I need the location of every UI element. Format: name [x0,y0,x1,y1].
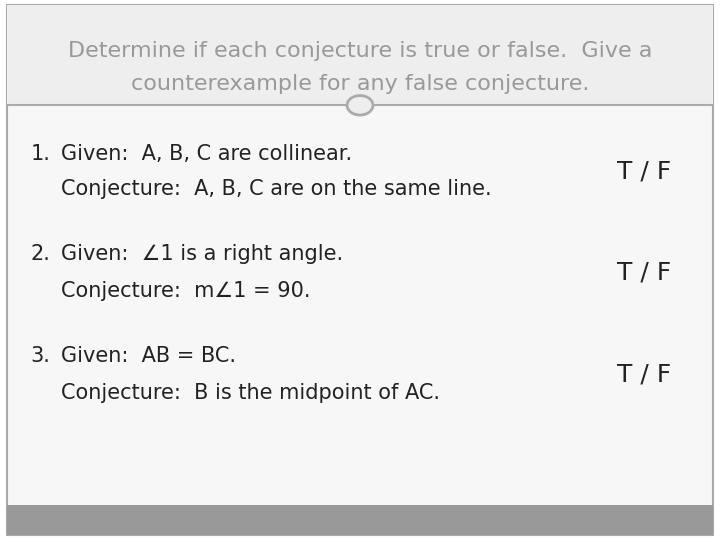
Circle shape [347,96,373,115]
Text: 2.: 2. [30,244,50,264]
Text: Conjecture:  A, B, C are on the same line.: Conjecture: A, B, C are on the same line… [61,179,492,199]
FancyBboxPatch shape [7,5,713,105]
Text: 1.: 1. [30,144,50,164]
Text: counterexample for any false conjecture.: counterexample for any false conjecture. [131,73,589,94]
Text: Given:  ∠1 is a right angle.: Given: ∠1 is a right angle. [61,244,343,264]
Text: 3.: 3. [30,346,50,367]
Text: T / F: T / F [617,260,672,284]
FancyBboxPatch shape [7,505,713,535]
FancyBboxPatch shape [7,5,713,535]
Text: Conjecture:  m∠1 = 90.: Conjecture: m∠1 = 90. [61,280,311,301]
Text: Given:  A, B, C are collinear.: Given: A, B, C are collinear. [61,144,352,164]
Text: T / F: T / F [617,159,672,184]
Text: Given:  AB = BC.: Given: AB = BC. [61,346,236,367]
Text: Conjecture:  B is the midpoint of AC.: Conjecture: B is the midpoint of AC. [61,383,440,403]
Text: Determine if each conjecture is true or false.  Give a: Determine if each conjecture is true or … [68,41,652,62]
Text: T / F: T / F [617,363,672,387]
